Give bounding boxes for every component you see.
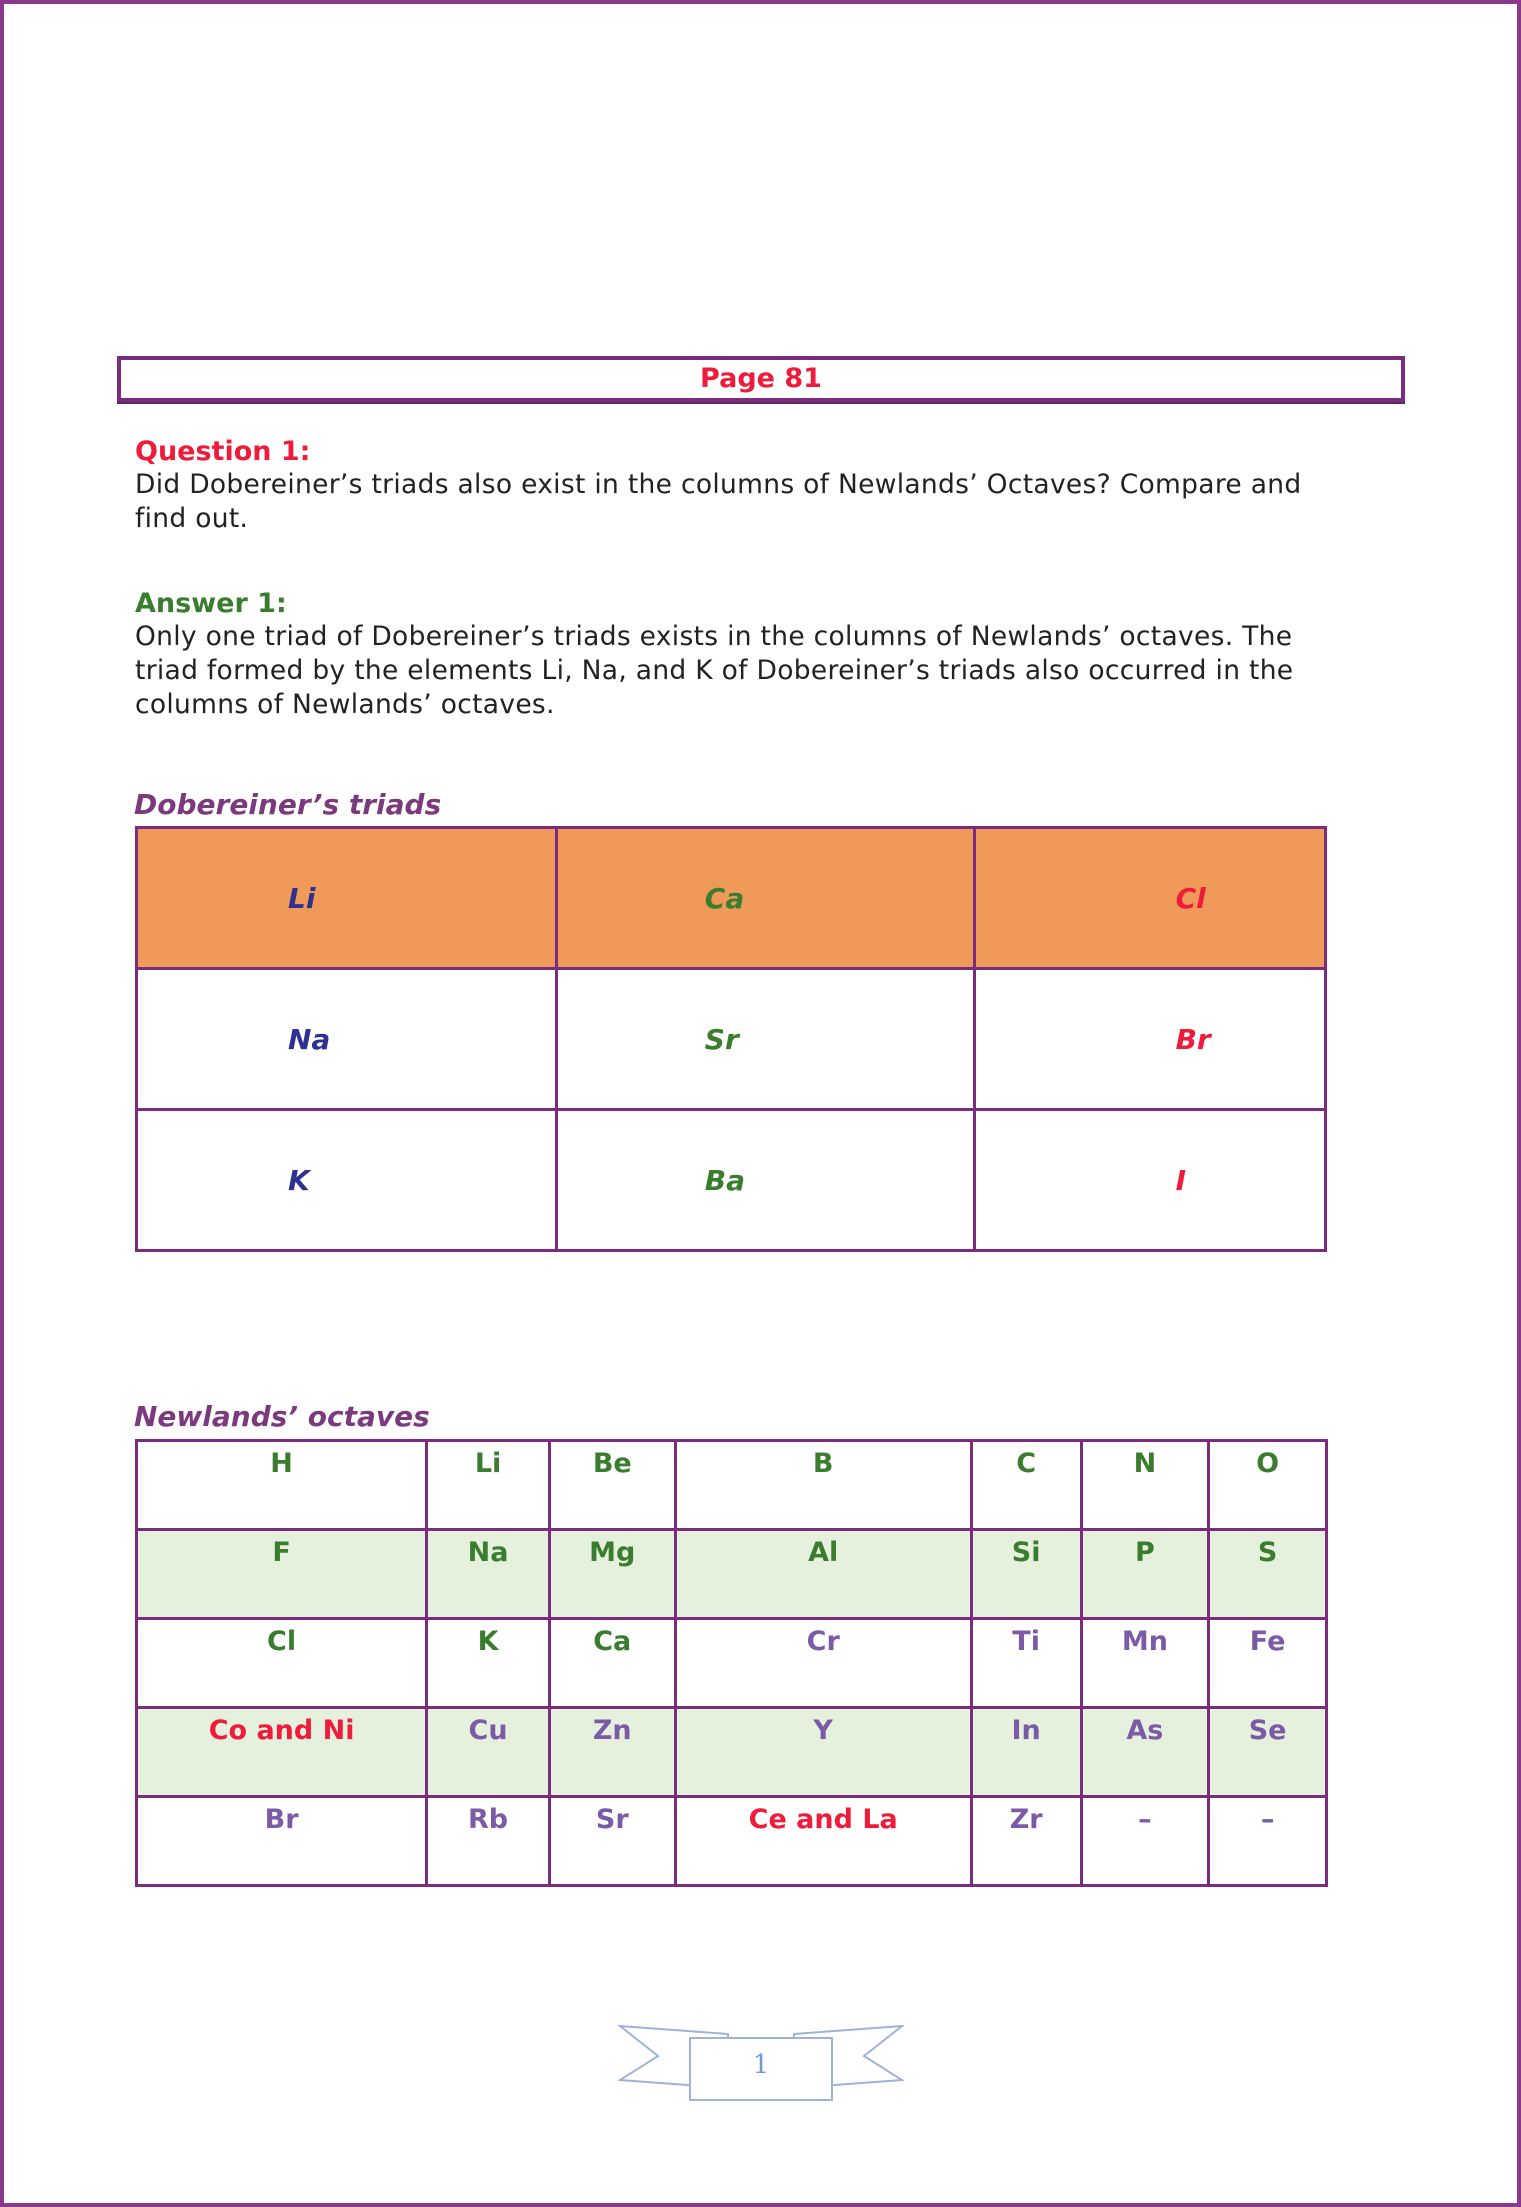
page-number-ribbon: 1 [616,2018,906,2118]
newlands-cell: B [673,1439,973,1531]
newlands-row: H Li Be B C N O [134,1439,1328,1531]
newlands-row: F Na Mg Al Si P S [134,1528,1328,1620]
newlands-cell: S [1207,1528,1328,1620]
newlands-cell: K [425,1617,551,1709]
question-text: Did Dobereiner’s triads also exist in th… [135,469,1302,534]
page-header: Page 81 [117,356,1405,402]
ribbon-icon [616,2024,906,2101]
newlands-cell: F [134,1528,429,1620]
newlands-cell: Ti [969,1617,1083,1709]
newlands-cell: Se [1207,1706,1328,1798]
newlands-cell: Na [425,1528,551,1620]
newlands-cell: Si [969,1528,1083,1620]
answer-label: Answer 1: [135,588,287,619]
triads-cell: Ca [554,826,976,970]
triads-cell: Na [135,967,558,1111]
triads-row: Li Ca Cl [135,826,1328,970]
newlands-cell: Be [547,1439,677,1531]
newlands-cell: As [1079,1706,1211,1798]
newlands-cell: Zr [969,1795,1083,1887]
triads-cell: Br [972,967,1328,1111]
newlands-row: Br Rb Sr Ce and La Zr – – [134,1795,1328,1887]
newlands-cell: Br [134,1795,429,1887]
newlands-cell: Y [673,1706,973,1798]
newlands-cell: – [1207,1795,1328,1887]
triads-cell: Ba [554,1108,976,1252]
newlands-cell: In [969,1706,1083,1798]
newlands-cell: Rb [425,1795,551,1887]
triads-caption: Dobereiner’s triads [134,788,442,821]
newlands-table: H Li Be B C N O F Na Mg Al Si P S Cl K Ca Cr Ti Mn Fe Co and … [134,1439,1328,1887]
newlands-cell: P [1079,1528,1211,1620]
newlands-caption: Newlands’ octaves [134,1400,430,1433]
answer-text: Only one triad of Dobereiner’s triads ex… [135,621,1294,720]
triads-cell: I [972,1108,1328,1252]
newlands-row: Co and Ni Cu Zn Y In As Se [134,1706,1328,1798]
newlands-cell: Zn [547,1706,677,1798]
newlands-cell: Sr [547,1795,677,1887]
newlands-cell: – [1079,1795,1211,1887]
triads-row: Na Sr Br [135,967,1328,1111]
newlands-cell: Cu [425,1706,551,1798]
newlands-cell: Cl [134,1617,429,1709]
triads-cell: K [135,1108,558,1252]
newlands-cell: O [1207,1439,1328,1531]
newlands-cell: Cr [673,1617,973,1709]
newlands-cell: Co and Ni [134,1706,429,1798]
newlands-cell: N [1079,1439,1211,1531]
triads-cell: Sr [554,967,976,1111]
newlands-cell: Mg [547,1528,677,1620]
newlands-cell: Ca [547,1617,677,1709]
newlands-cell: Li [425,1439,551,1531]
triads-cell: Li [135,826,558,970]
newlands-cell: Ce and La [673,1795,973,1887]
triads-cell: Cl [972,826,1328,970]
newlands-cell: C [969,1439,1083,1531]
newlands-cell: Al [673,1528,973,1620]
newlands-cell: H [134,1439,429,1531]
newlands-cell: Mn [1079,1617,1211,1709]
question-label: Question 1: [135,436,311,467]
newlands-cell: Fe [1207,1617,1328,1709]
triads-table: Li Ca Cl Na Sr Br K Ba I [135,826,1328,1252]
page-number: 1 [752,2050,770,2080]
triads-row: K Ba I [135,1108,1328,1252]
newlands-row: Cl K Ca Cr Ti Mn Fe [134,1617,1328,1709]
